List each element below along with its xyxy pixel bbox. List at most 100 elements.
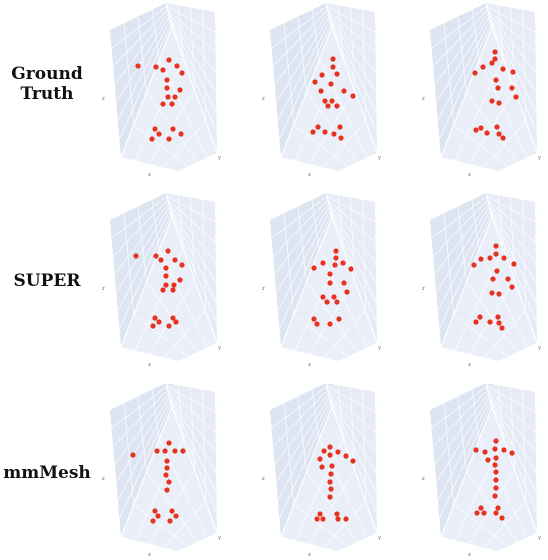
- skeleton-joints: [135, 57, 185, 142]
- joint-point: [493, 485, 499, 491]
- joint-point: [499, 325, 505, 331]
- joint-point: [130, 452, 136, 458]
- joint-point: [327, 280, 333, 286]
- joint-point: [169, 508, 175, 514]
- y-axis-label: y: [218, 535, 221, 541]
- joint-point: [160, 67, 166, 73]
- joint-point: [493, 477, 499, 483]
- joint-point: [477, 314, 483, 320]
- joint-point: [164, 77, 170, 83]
- joint-point: [164, 85, 170, 91]
- joint-point: [332, 262, 338, 268]
- joint-point: [344, 289, 350, 295]
- joint-point: [509, 284, 515, 290]
- joint-point: [153, 64, 159, 70]
- joint-point: [493, 510, 499, 516]
- joint-point: [314, 321, 320, 327]
- joint-point: [480, 64, 486, 70]
- joint-point: [150, 518, 156, 524]
- joint-point: [333, 248, 339, 254]
- x-axis-label: x: [148, 362, 151, 368]
- joint-point: [331, 131, 337, 137]
- skeleton-joints: [471, 243, 517, 331]
- joint-point: [493, 77, 499, 83]
- joint-point: [492, 446, 498, 452]
- joint-point: [167, 518, 173, 524]
- plot-panel-mmmesh-1: z x y: [102, 382, 221, 558]
- joint-point: [499, 515, 505, 521]
- joint-point: [478, 505, 484, 511]
- joint-point: [164, 458, 170, 464]
- joint-point: [509, 450, 515, 456]
- joint-point: [177, 87, 183, 93]
- joint-point: [150, 323, 156, 329]
- joint-point: [320, 260, 326, 266]
- row-label-ground-truth: Ground Truth: [11, 64, 83, 104]
- joint-point: [317, 511, 323, 517]
- joint-point: [160, 287, 166, 293]
- plot-panel-ground-truth-2: z x y: [262, 2, 381, 178]
- joint-point: [135, 63, 141, 69]
- joint-point: [328, 81, 334, 87]
- pane-edge: [491, 26, 538, 154]
- row-label-line: Ground: [11, 64, 83, 84]
- joint-point: [478, 256, 484, 262]
- x-axis-label: x: [308, 552, 311, 558]
- side-pane: [326, 383, 377, 533]
- joint-point: [165, 94, 171, 100]
- joint-point: [149, 136, 155, 142]
- joint-point: [330, 56, 336, 62]
- y-axis-label: y: [218, 345, 221, 351]
- pane-edge: [171, 216, 218, 344]
- side-pane: [166, 3, 217, 153]
- joint-point: [320, 294, 326, 300]
- plot-panel-super-1: z x y: [102, 192, 221, 368]
- joint-point: [337, 124, 343, 130]
- joint-point: [494, 268, 500, 274]
- joint-point: [163, 472, 169, 478]
- side-pane: [486, 193, 537, 343]
- skeleton-joints: [311, 248, 354, 327]
- row-label-line: Truth: [21, 84, 74, 104]
- joint-point: [179, 70, 185, 76]
- joint-point: [495, 85, 501, 91]
- y-axis-label: y: [218, 155, 221, 161]
- joint-point: [156, 131, 162, 137]
- row-label-mmmesh: mmMesh: [3, 463, 91, 483]
- joint-point: [154, 448, 160, 454]
- joint-point: [318, 88, 324, 94]
- z-axis-label: z: [102, 96, 105, 102]
- x-axis-label: x: [148, 172, 151, 178]
- joint-point: [495, 505, 501, 511]
- joint-point: [493, 455, 499, 461]
- joint-point: [317, 456, 323, 462]
- side-pane: [326, 3, 377, 153]
- joint-point: [173, 319, 179, 325]
- joint-point: [170, 315, 176, 321]
- joint-point: [327, 271, 333, 277]
- row-label-super: SUPER: [14, 271, 82, 291]
- skeleton-joints: [472, 49, 519, 141]
- side-pane: [486, 3, 537, 153]
- z-axis-label: z: [102, 286, 105, 292]
- side-pane: [486, 383, 537, 533]
- joint-point: [511, 261, 517, 267]
- joint-point: [166, 136, 172, 142]
- x-axis-label: x: [308, 362, 311, 368]
- joint-point: [492, 56, 498, 62]
- joint-point: [329, 463, 335, 469]
- x-axis-label: x: [468, 552, 471, 558]
- joint-point: [163, 265, 169, 271]
- joint-point: [472, 70, 478, 76]
- joint-point: [492, 462, 498, 468]
- joint-point: [164, 487, 170, 493]
- joint-point: [496, 291, 502, 297]
- joint-point: [493, 438, 499, 444]
- joint-point: [341, 88, 347, 94]
- z-axis-label: z: [422, 96, 425, 102]
- row-labels: Ground Truth SUPER mmMesh: [3, 64, 91, 483]
- y-axis-label: y: [378, 535, 381, 541]
- z-axis-label: z: [422, 286, 425, 292]
- joint-point: [334, 299, 340, 305]
- side-pane: [166, 193, 217, 343]
